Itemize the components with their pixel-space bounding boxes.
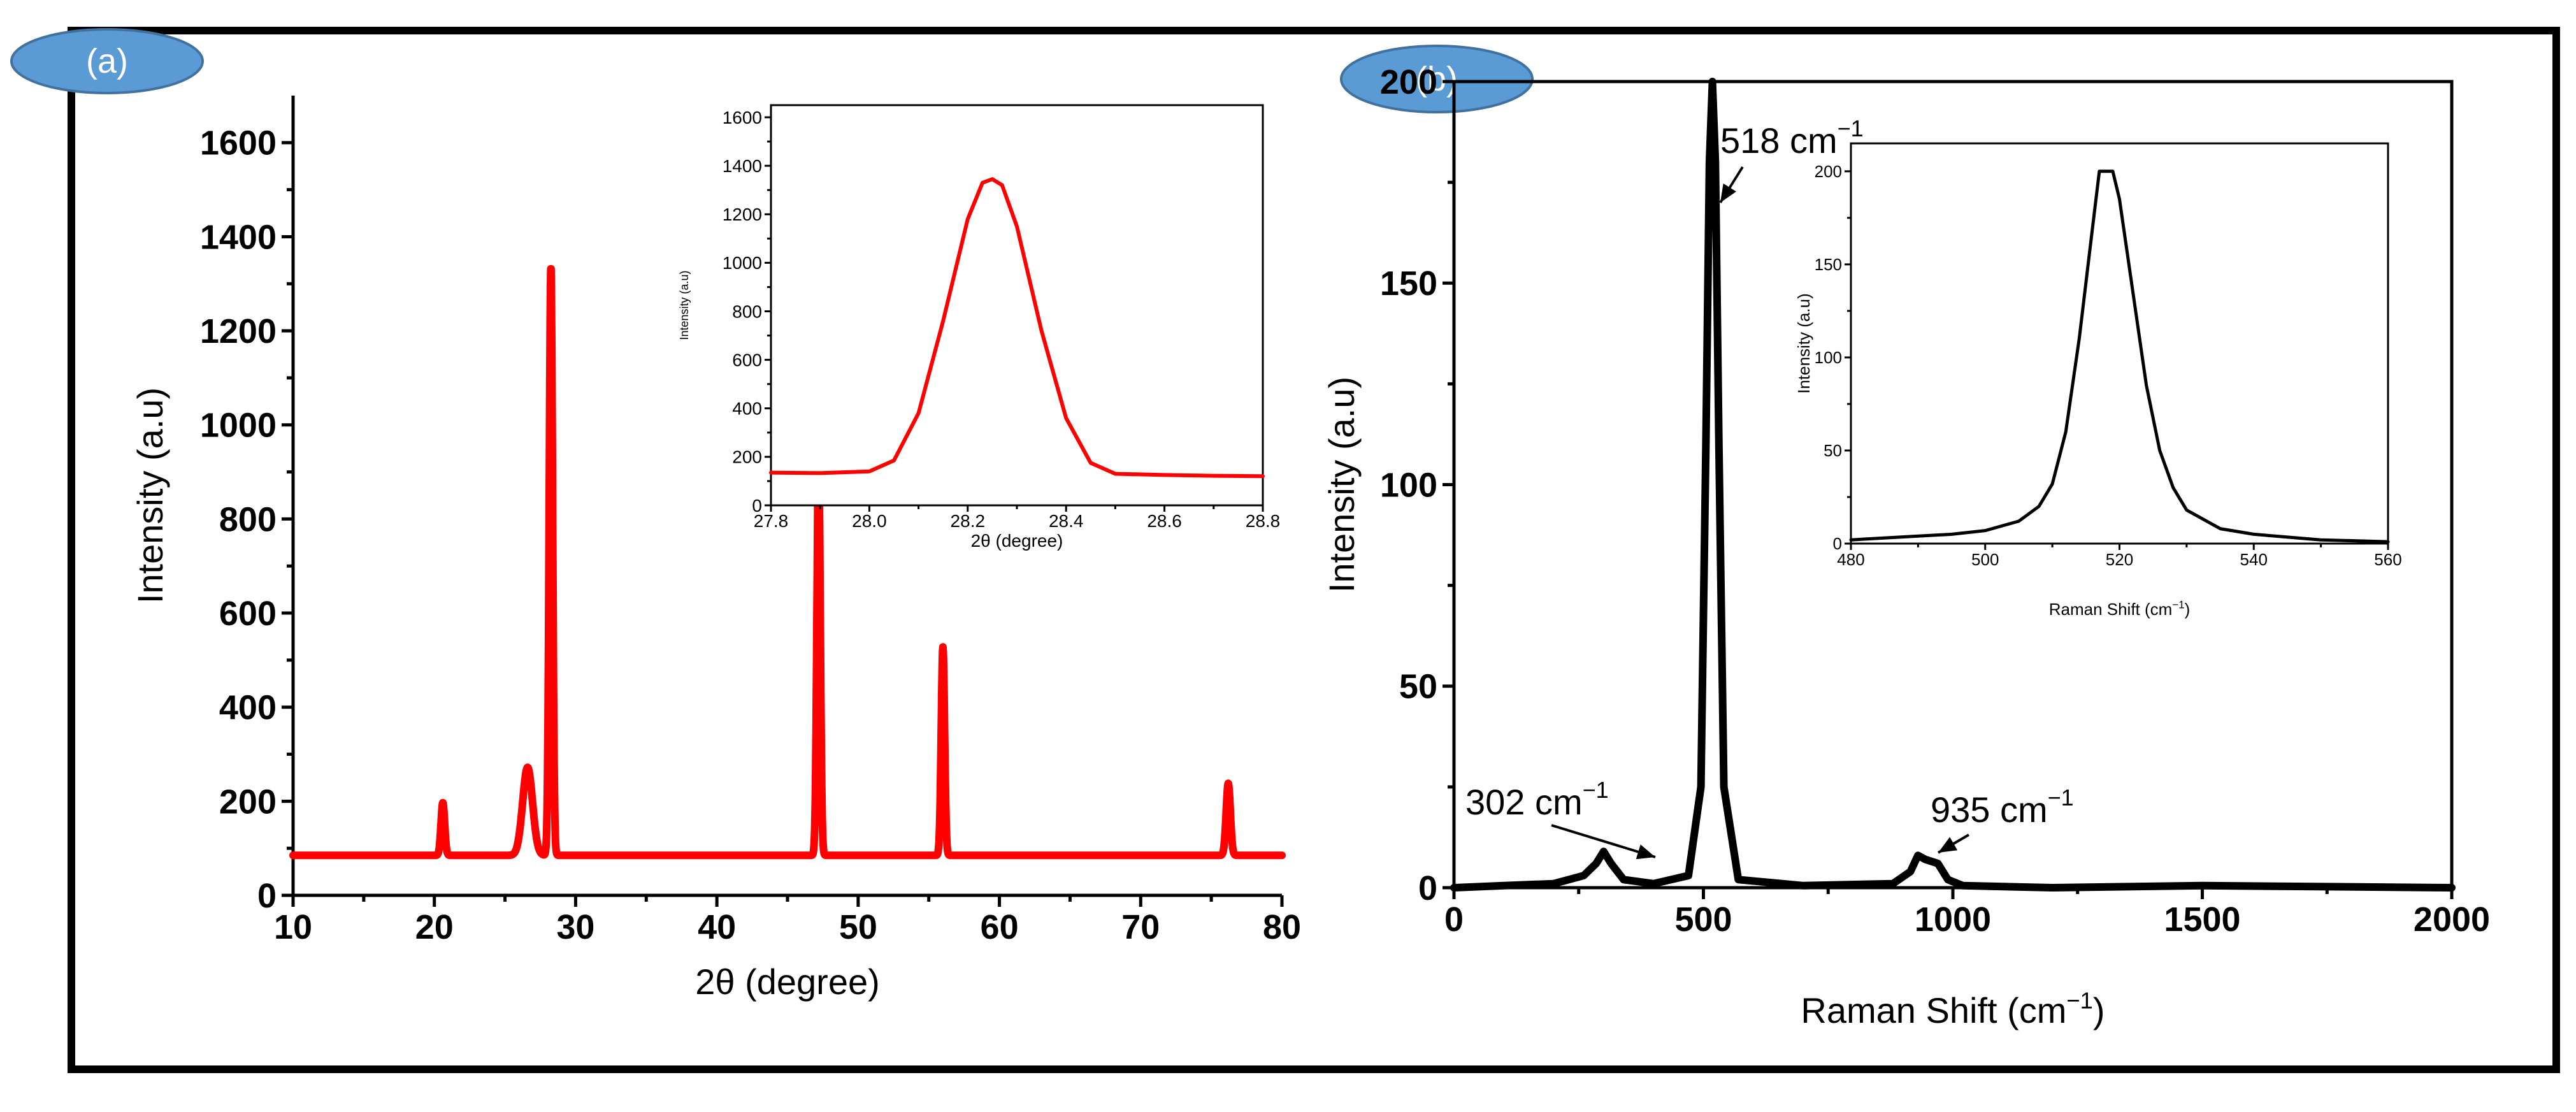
x-tick-label: 2000 (2414, 900, 2490, 939)
x-axis-label: 2θ (degree) (971, 531, 1063, 551)
x-tick-label: 520 (2106, 550, 2133, 569)
x-tick-label: 540 (2240, 550, 2268, 569)
y-tick-label: 100 (1815, 348, 1842, 367)
peak-annotation-label: 518 cm−1 (1720, 115, 1864, 161)
y-tick-label: 800 (732, 301, 762, 321)
y-axis-label: Intensity (a.u) (1321, 377, 1362, 593)
y-tick-label: 1000 (200, 407, 277, 445)
x-tick-label: 70 (1121, 908, 1160, 946)
x-axis-label-sup: −1 (2172, 599, 2184, 611)
x-axis-label-end: ) (2093, 990, 2105, 1030)
y-tick-label: 150 (1380, 264, 1437, 303)
x-tick-label: 560 (2374, 550, 2401, 569)
y-tick-label: 0 (752, 496, 762, 516)
x-tick-label: 60 (981, 908, 1019, 946)
peak-annotation-arrow-head (1938, 837, 1958, 853)
x-tick-label: 1000 (1915, 900, 1991, 939)
x-tick-label: 27.8 (754, 511, 789, 531)
y-tick-label: 200 (1380, 63, 1437, 101)
peak-annotation-arrow-head (1720, 183, 1736, 203)
panel-a-badge-shape (10, 28, 204, 94)
panel-a-badge: (a) (10, 28, 204, 94)
y-tick-label: 1600 (723, 108, 762, 127)
peak-annotation-label: 302 cm−1 (1465, 777, 1609, 822)
x-tick-label: 28.0 (852, 511, 887, 531)
peak-annotation-sup: −1 (1583, 777, 1609, 803)
panel-b-badge: (b) (1340, 45, 1534, 113)
plot-a-main: 10 20 30 40 50 60 70 80020040060080010001200140… (130, 96, 1301, 1002)
x-axis-label: 2θ (degree) (695, 962, 880, 1002)
y-tick-label: 150 (1815, 255, 1842, 274)
x-axis-label: Raman Shift (cm−1) (2049, 599, 2191, 619)
y-tick-label: 50 (1824, 441, 1842, 460)
x-tick-label: 500 (1971, 550, 1999, 569)
panel-b-badge-shape (1340, 45, 1534, 113)
y-tick-label: 0 (1833, 534, 1842, 553)
x-tick-label: 80 (1263, 908, 1301, 946)
xrd-series-line (289, 264, 1286, 860)
y-tick-label: 1400 (200, 218, 277, 256)
y-tick-label: 800 (219, 500, 277, 538)
x-tick-label: 500 (1674, 900, 1732, 939)
peak-annotation-sup: −1 (1838, 115, 1864, 141)
peak-annotation-label: 935 cm−1 (1931, 784, 2074, 830)
y-tick-label: 1600 (200, 124, 277, 162)
x-tick-label: 0 (1444, 900, 1464, 939)
y-tick-label: 200 (732, 447, 762, 467)
y-tick-label: 0 (1418, 869, 1437, 907)
y-tick-label: 200 (219, 783, 277, 821)
peak-annotation-arrow-head (1636, 844, 1655, 860)
y-tick-label: 1400 (723, 156, 762, 176)
y-tick-label: 1000 (723, 253, 762, 273)
panel-a-label: (a) (86, 42, 128, 80)
y-tick-label: 400 (732, 399, 762, 419)
y-tick-label: 400 (219, 689, 277, 727)
x-tick-label: 480 (1837, 550, 1864, 569)
panel-b-label: (b) (1416, 60, 1458, 98)
y-tick-label: 200 (1815, 162, 1842, 181)
y-axis-label: Intensity (a.u) (130, 387, 170, 603)
raman-inset-series-line (1849, 170, 2390, 544)
xrd-inset-series-line (769, 177, 1265, 479)
x-axis-label: Raman Shift (cm−1) (1801, 988, 2105, 1030)
y-axis-label: Intensity (a.u) (1794, 293, 1813, 394)
raman-series-line (1450, 78, 2456, 892)
x-tick-label: 20 (415, 908, 454, 946)
y-tick-label: 0 (257, 877, 277, 915)
plot-b-inset: 480 500 520 540 560 0 50 100 150 200 Raman Shift (… (1794, 142, 2402, 619)
figure-frame (68, 27, 2560, 1073)
y-tick-label: 100 (1380, 466, 1437, 504)
plot-frame (770, 104, 1264, 507)
y-tick-label: 600 (219, 595, 277, 633)
peak-annotation-arrow-line (1551, 824, 1656, 858)
x-axis-label-sup: −1 (2066, 988, 2093, 1014)
x-tick-label: 50 (839, 908, 877, 946)
x-tick-label: 28.4 (1049, 511, 1084, 531)
peak-annotation-sup: −1 (2048, 784, 2074, 811)
y-tick-label: 600 (732, 350, 762, 370)
plot-a-inset: 27.8 28.0 28.2 28.4 28.6 28.8 0 200 400 600 800 100… (678, 104, 1281, 551)
x-tick-label: 1500 (2164, 900, 2240, 939)
x-axis-label-end: ) (2185, 600, 2191, 619)
y-tick-label: 1200 (200, 312, 277, 350)
x-tick-label: 10 (274, 908, 312, 946)
x-tick-label: 30 (556, 908, 594, 946)
y-tick-label: 50 (1399, 668, 1437, 706)
x-tick-label: 40 (698, 908, 736, 946)
y-axis-label: Intensity (a.u) (678, 270, 691, 340)
y-tick-label: 1200 (723, 205, 762, 224)
x-tick-label: 28.8 (1246, 511, 1281, 531)
x-tick-label: 28.2 (951, 511, 986, 531)
x-tick-label: 28.6 (1147, 511, 1182, 531)
